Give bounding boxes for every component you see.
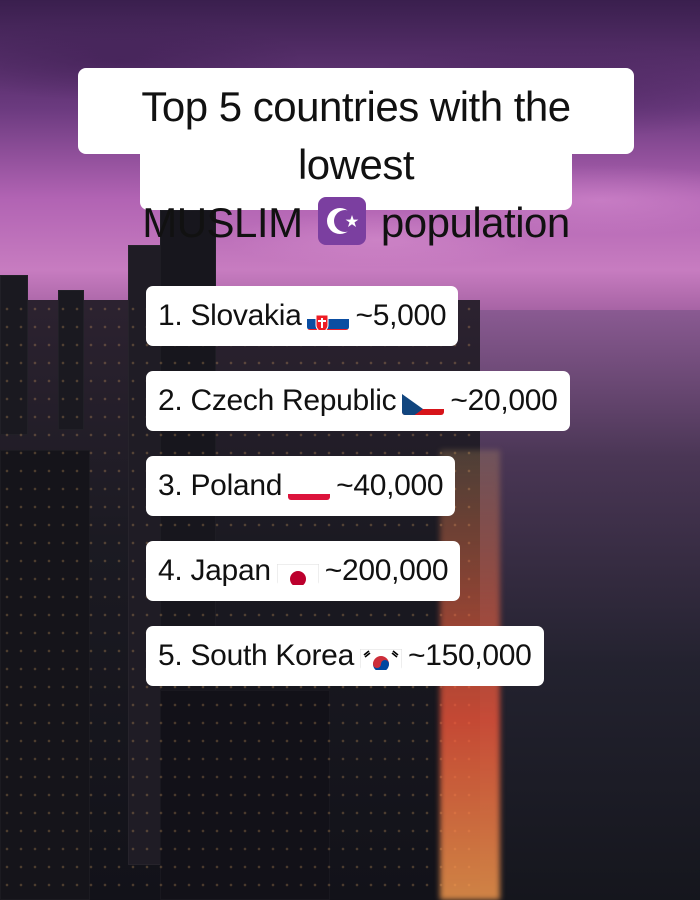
title-line2: MUSLIM population <box>78 194 634 252</box>
title-population-text: population <box>380 199 570 246</box>
item-value: ~40,000 <box>336 469 444 502</box>
item-country: Japan <box>190 554 271 587</box>
item-country: South Korea <box>190 639 354 672</box>
item-country: Poland <box>190 469 283 502</box>
item-value: ~5,000 <box>355 299 447 332</box>
item-rank: 2. <box>158 384 183 417</box>
item-rank: 3. <box>158 469 183 502</box>
page-title: Top 5 countries with the lowest MUSLIM p… <box>78 78 634 252</box>
item-rank: 5. <box>158 639 183 672</box>
list-item: 1. Slovakia ~5,000 <box>146 286 459 346</box>
item-country: Czech Republic <box>190 384 397 417</box>
item-rank: 4. <box>158 554 183 587</box>
item-country: Slovakia <box>190 299 302 332</box>
czech-flag-icon <box>402 385 445 415</box>
item-value: ~20,000 <box>450 384 558 417</box>
title-line1: Top 5 countries with the lowest <box>141 83 571 188</box>
list-item: 5. South Korea ~150,000 <box>146 626 544 686</box>
item-value: ~200,000 <box>324 554 449 587</box>
star-and-crescent-icon <box>317 197 366 245</box>
slovakia-flag-icon <box>307 300 350 330</box>
poland-flag-icon <box>288 470 331 500</box>
title-muslim-text: MUSLIM <box>142 199 303 246</box>
list-item: 4. Japan ~200,000 <box>146 541 461 601</box>
south-korea-flag-icon <box>359 640 402 670</box>
item-value: ~150,000 <box>407 639 532 672</box>
japan-flag-icon <box>276 555 319 585</box>
list-item: 3. Poland ~40,000 <box>146 456 456 516</box>
item-rank: 1. <box>158 299 183 332</box>
list-item: 2. Czech Republic ~20,000 <box>146 371 570 431</box>
